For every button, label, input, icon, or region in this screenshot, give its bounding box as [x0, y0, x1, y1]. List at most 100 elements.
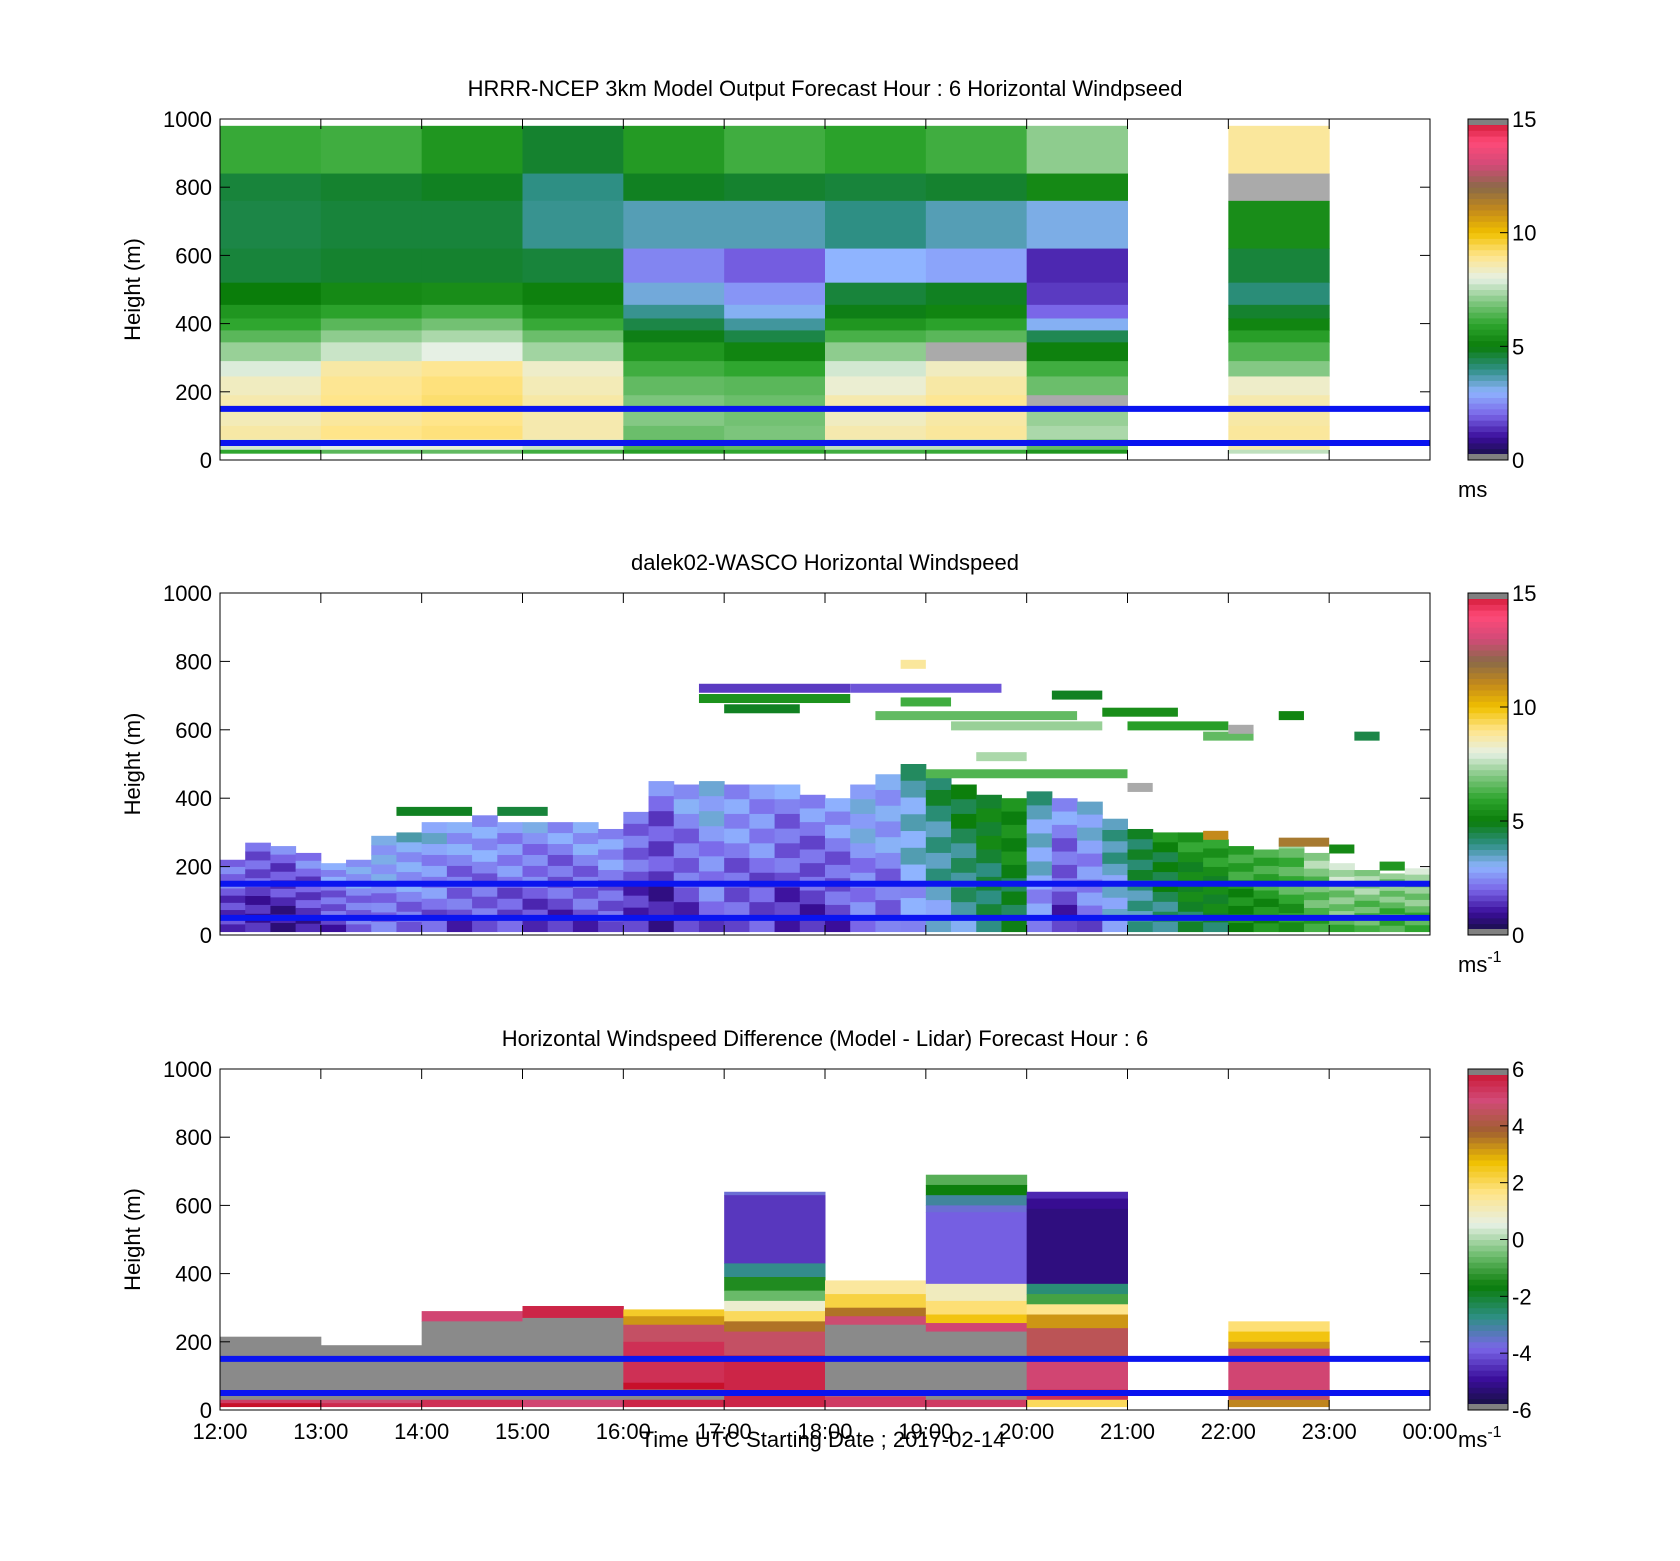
heatmap-cell [598, 839, 624, 850]
heatmap-cell [1152, 881, 1179, 893]
heatmap-cell [522, 833, 549, 845]
colorbar-segment [1468, 357, 1508, 364]
colorbar-segment [1468, 644, 1508, 651]
heatmap-cell [1102, 830, 1128, 842]
colorbar-segment [1468, 408, 1508, 416]
colorbar-segment [1468, 1103, 1508, 1110]
heatmap-cell [1077, 814, 1103, 829]
colorbar-segment [1468, 1165, 1508, 1172]
heatmap-cell [623, 407, 725, 427]
heatmap-cell [1026, 833, 1053, 848]
colorbar-segment [1468, 215, 1508, 222]
heatmap-cell [1026, 1198, 1128, 1210]
heatmap-cell [1051, 918, 1078, 933]
heatmap-cell [421, 425, 523, 441]
heatmap-cell [396, 806, 473, 816]
heatmap-cell [673, 784, 700, 800]
heatmap-cell [623, 1316, 725, 1326]
heatmap-cell [1228, 905, 1255, 915]
heatmap-cell [598, 828, 624, 840]
colorbar-segment [1468, 1250, 1508, 1258]
heatmap-cell [1329, 863, 1355, 871]
colorbar-segment [1468, 843, 1508, 850]
heatmap-cell [1152, 921, 1179, 933]
y-axis-label: Height (m) [120, 238, 145, 341]
heatmap-cell [1329, 890, 1355, 898]
heatmap-cell [295, 852, 322, 862]
heatmap-cell [875, 884, 902, 901]
colorbar-segment [1468, 906, 1508, 913]
colorbar-segment [1468, 1284, 1508, 1292]
heatmap-cell [1127, 828, 1154, 840]
heatmap-cell [472, 885, 498, 898]
colorbar-segment [1468, 621, 1508, 628]
heatmap-cell [925, 884, 952, 901]
heatmap-cell [724, 1263, 826, 1278]
colorbar-segment [1468, 1324, 1508, 1331]
heatmap-cell [925, 200, 1028, 250]
heatmap-cell [900, 797, 927, 815]
colorbar-segment [1468, 147, 1508, 154]
heatmap-cell [623, 395, 725, 408]
colorbar-segment [1468, 1358, 1508, 1366]
heatmap-cell [698, 856, 725, 872]
heatmap-cell [1127, 890, 1154, 902]
heatmap-cell [245, 869, 271, 879]
colorbar-segment [1468, 1256, 1508, 1263]
heatmap-cell [1228, 282, 1330, 306]
heatmap-cell [1051, 824, 1078, 839]
heatmap-cell [346, 859, 372, 868]
heatmap-cell [648, 811, 675, 827]
heatmap-cell [320, 1399, 423, 1404]
heatmap-cell [421, 833, 448, 845]
heatmap-cell [522, 1399, 624, 1408]
heatmap-cell [1203, 922, 1229, 933]
heatmap-cell [522, 173, 624, 202]
heatmap-cell [1127, 839, 1154, 850]
heatmap-cell [220, 874, 246, 882]
heatmap-cell [1278, 711, 1304, 721]
heatmap-cell [1026, 173, 1128, 202]
heatmap-cell [1228, 200, 1330, 250]
heatmap-cell [825, 330, 927, 343]
heatmap-cell [698, 826, 725, 842]
heatmap-cell [522, 361, 624, 377]
heatmap-cell [825, 449, 927, 454]
colorbar-segment [1468, 1302, 1508, 1309]
colorbar-segment [1468, 170, 1508, 177]
heatmap-cell [774, 858, 801, 874]
heatmap-cell [698, 841, 725, 857]
heatmap-cell [220, 407, 322, 427]
heatmap-cell [1228, 318, 1330, 331]
heatmap-cell [724, 248, 826, 284]
heatmap-cell [925, 449, 1028, 454]
heatmap-cell [1203, 731, 1254, 741]
colorbar-segment [1468, 1211, 1508, 1218]
heatmap-cell [925, 304, 1028, 319]
heatmap-cell [547, 844, 574, 856]
heatmap-cell [1253, 874, 1280, 883]
heatmap-cell [522, 248, 624, 284]
heatmap-cell [774, 887, 801, 903]
y-tick-label: 800 [175, 1125, 212, 1150]
heatmap-cell [976, 849, 1002, 864]
heatmap-cell [1026, 125, 1128, 175]
x-tick-label: 18:00 [797, 1419, 852, 1444]
heatmap-cell [648, 781, 675, 797]
heatmap-cell [925, 805, 952, 822]
heatmap-cell [623, 835, 650, 849]
heatmap-cell [295, 892, 322, 901]
heatmap-cell [1228, 407, 1330, 427]
heatmap-cell [497, 854, 523, 867]
heatmap-cell [724, 784, 750, 800]
heatmap-cell [1102, 852, 1128, 865]
heatmap-cell [1379, 908, 1406, 915]
colorbar-segment [1468, 1131, 1508, 1138]
colorbar-segment [1468, 849, 1508, 856]
colorbar-segment [1468, 124, 1508, 131]
heatmap-cell [547, 854, 574, 867]
heatmap-cell [396, 881, 423, 893]
heatmap-cell [673, 828, 700, 844]
heatmap-cell [320, 361, 423, 377]
x-tick-label: 23:00 [1302, 1419, 1357, 1444]
